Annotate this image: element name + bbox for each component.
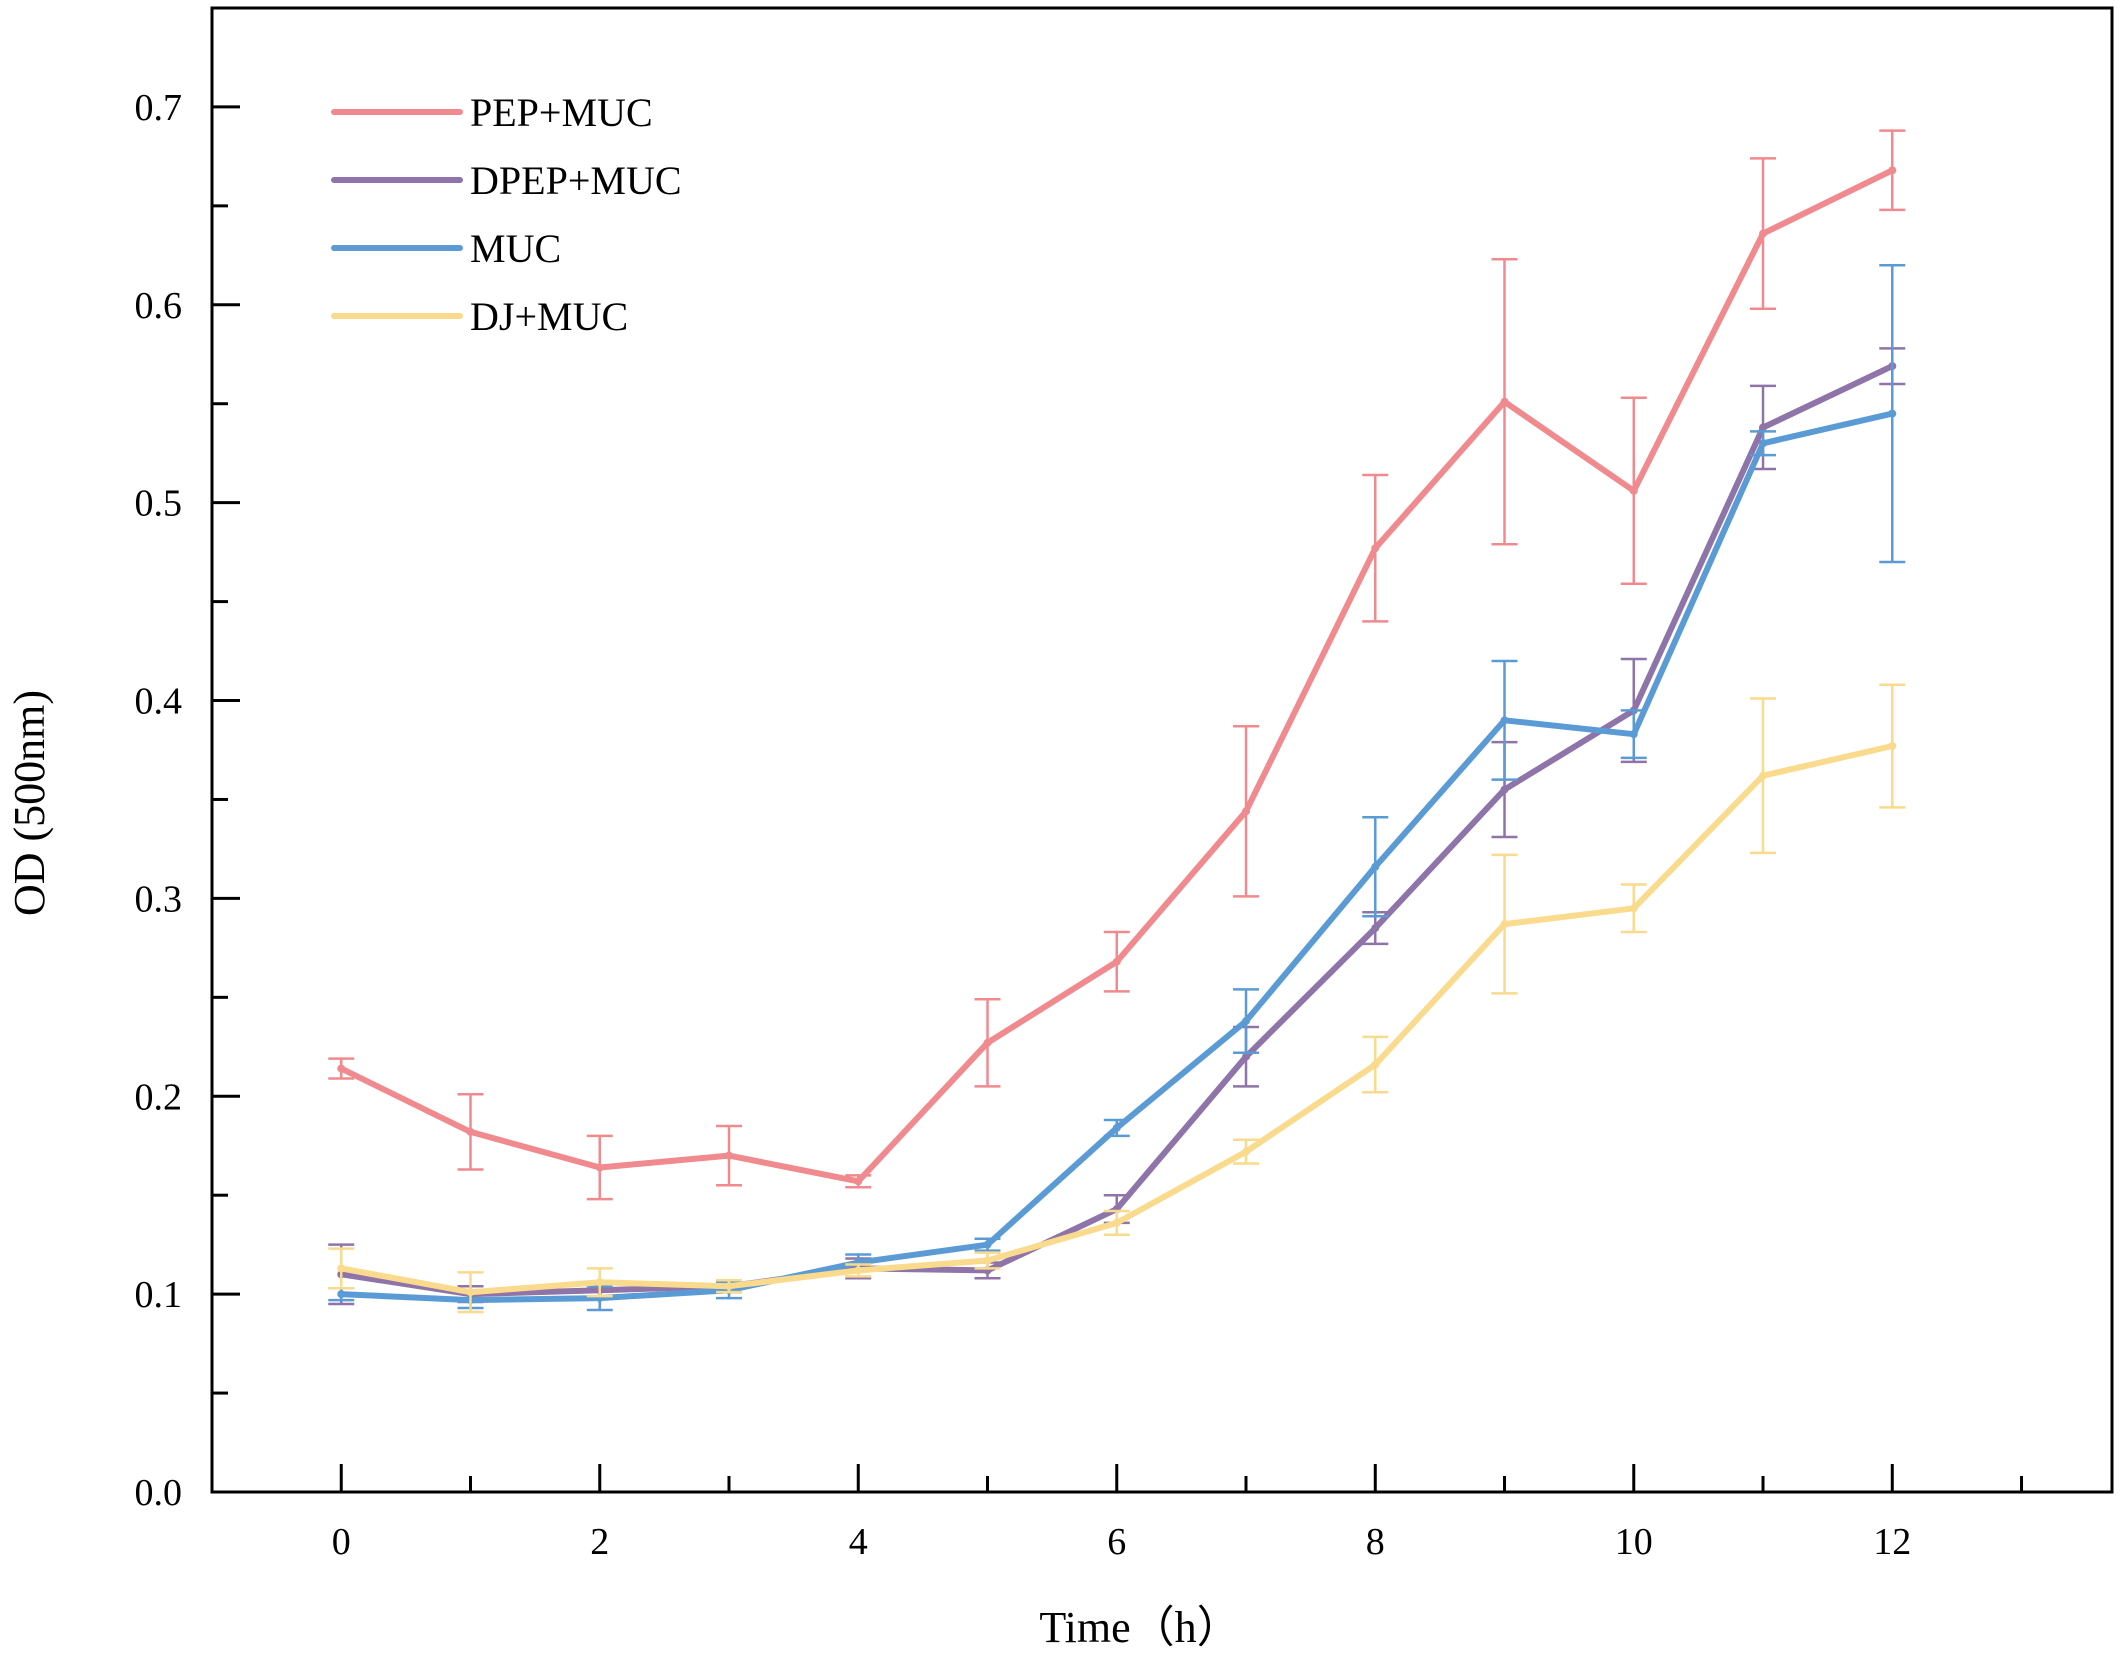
data-point xyxy=(1759,771,1768,780)
legend: PEP+MUC DPEP+MUC MUC DJ+MUC xyxy=(331,90,682,339)
data-point xyxy=(725,1282,734,1291)
y-tick-label: 0.4 xyxy=(135,681,183,723)
data-point xyxy=(1629,904,1638,913)
data-point xyxy=(983,1038,992,1047)
legend-label: MUC xyxy=(470,226,561,271)
data-point xyxy=(1371,862,1380,871)
y-tick-label: 0.3 xyxy=(135,878,183,920)
data-point xyxy=(1500,397,1509,406)
x-tick-label: 0 xyxy=(332,1521,351,1563)
data-point xyxy=(1242,807,1251,816)
x-tick-label: 2 xyxy=(590,1521,609,1563)
data-point xyxy=(595,1278,604,1287)
legend-label: DJ+MUC xyxy=(470,294,628,339)
x-axis-title: Time（h） xyxy=(1039,1603,1240,1652)
y-tick-label: 0.1 xyxy=(135,1274,183,1316)
legend-item: PEP+MUC xyxy=(331,90,653,135)
data-point xyxy=(595,1163,604,1172)
data-point xyxy=(1629,486,1638,495)
legend-item: MUC xyxy=(331,226,561,271)
data-point xyxy=(1888,166,1897,175)
data-point xyxy=(1371,1060,1380,1069)
plot-frame xyxy=(210,6,2114,1494)
data-point xyxy=(1242,1147,1251,1156)
data-point xyxy=(983,1256,992,1265)
data-point xyxy=(1371,544,1380,553)
data-point xyxy=(1112,1218,1121,1227)
y-tick-label: 0.7 xyxy=(135,87,183,129)
data-point xyxy=(983,1240,992,1249)
series-pep-muc xyxy=(328,129,1906,1201)
data-point xyxy=(1759,229,1768,238)
x-tick-label: 6 xyxy=(1107,1521,1126,1563)
data-point xyxy=(1629,730,1638,739)
y-tick-label: 0.2 xyxy=(135,1076,183,1118)
series-layer xyxy=(328,129,1906,1314)
x-tick-label: 8 xyxy=(1366,1521,1385,1563)
legend-item: DPEP+MUC xyxy=(331,158,682,203)
data-point xyxy=(1371,924,1380,933)
series-line xyxy=(338,363,1896,1298)
data-point xyxy=(725,1151,734,1160)
legend-label: DPEP+MUC xyxy=(470,158,682,203)
axes: 0 2 4 6 8 10 12 0.0 0.1 0.2 0.3 0.4 0.5 0.6 0.7 xyxy=(135,6,2114,1563)
data-point xyxy=(1242,1052,1251,1061)
legend-item: DJ+MUC xyxy=(331,294,628,339)
data-point xyxy=(337,1064,346,1073)
data-point xyxy=(1500,785,1509,794)
y-tick-label: 0.0 xyxy=(135,1472,183,1514)
data-point xyxy=(466,1127,475,1136)
data-point xyxy=(854,1266,863,1275)
data-point xyxy=(1112,1123,1121,1132)
data-point xyxy=(1500,716,1509,725)
series-line xyxy=(338,410,1896,1304)
data-point xyxy=(1242,1017,1251,1026)
data-point xyxy=(1500,920,1509,929)
y-tick-label: 0.6 xyxy=(135,285,183,327)
data-point xyxy=(337,1264,346,1273)
data-point xyxy=(1759,439,1768,448)
data-point xyxy=(1759,423,1768,432)
data-point xyxy=(466,1288,475,1297)
data-point xyxy=(337,1290,346,1299)
legend-label: PEP+MUC xyxy=(470,90,653,135)
data-point xyxy=(1888,409,1897,418)
data-point xyxy=(1112,957,1121,966)
series-dj-muc xyxy=(328,683,1906,1314)
x-tick-label: 4 xyxy=(849,1521,868,1563)
x-tick-label: 12 xyxy=(1873,1521,1911,1563)
data-point xyxy=(854,1177,863,1186)
data-point xyxy=(1888,742,1897,751)
y-axis-title: OD (500nm) xyxy=(5,690,54,916)
x-tick-label: 10 xyxy=(1615,1521,1653,1563)
y-tick-label: 0.5 xyxy=(135,483,183,525)
